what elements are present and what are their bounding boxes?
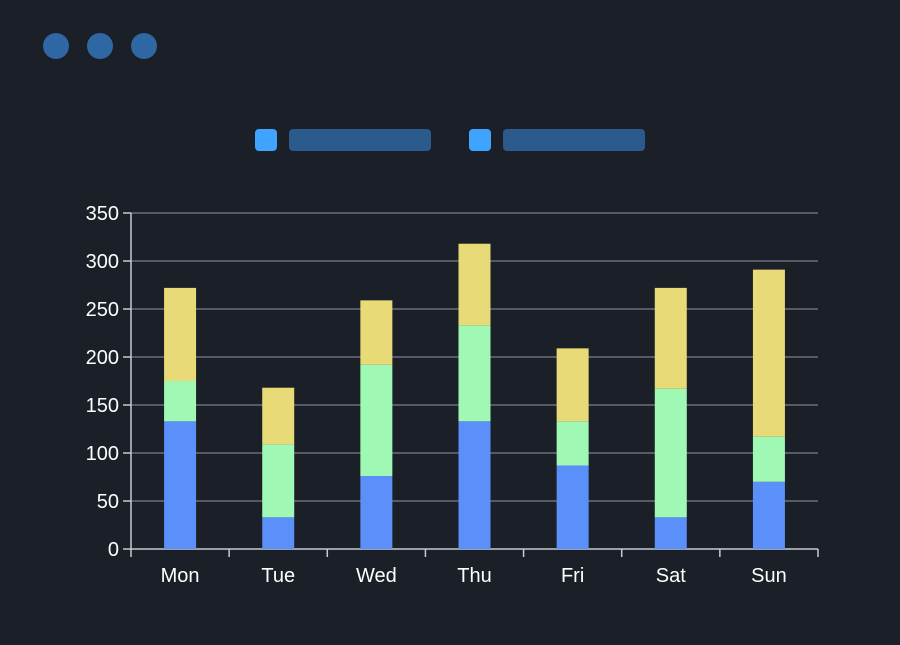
x-tick-label-mon: Mon: [161, 565, 200, 587]
bar-wed-series-2[interactable]: [360, 364, 393, 477]
bar-fri-series-3[interactable]: [556, 348, 589, 422]
bar-mon-series-2[interactable]: [164, 381, 197, 422]
bar-fri-series-2[interactable]: [556, 421, 589, 466]
bar-thu-series-1[interactable]: [458, 421, 491, 549]
bar-mon-series-1[interactable]: [164, 421, 197, 549]
window-controls: [43, 33, 157, 59]
window-dot-3[interactable]: [131, 33, 157, 59]
legend-item-2[interactable]: [469, 129, 645, 151]
y-tick-label: 150: [86, 395, 119, 417]
x-tick-label-sun: Sun: [751, 565, 787, 587]
legend-swatch-1: [255, 129, 277, 151]
legend-label-placeholder-2: [503, 129, 645, 151]
bar-tue-series-3[interactable]: [262, 387, 295, 445]
y-tick-label: 100: [86, 443, 119, 465]
x-tick-label-sat: Sat: [656, 565, 686, 587]
bar-wed-series-1[interactable]: [360, 476, 393, 549]
window-dot-2[interactable]: [87, 33, 113, 59]
bar-tue-series-1[interactable]: [262, 517, 295, 549]
bar-thu-series-2[interactable]: [458, 325, 491, 422]
bar-mon-series-3[interactable]: [164, 287, 197, 381]
bar-sun-series-1[interactable]: [752, 481, 785, 549]
window-dot-1[interactable]: [43, 33, 69, 59]
legend-swatch-2: [469, 129, 491, 151]
y-tick-label: 250: [86, 299, 119, 321]
bar-fri-series-1[interactable]: [556, 465, 589, 549]
x-tick-label-fri: Fri: [561, 565, 584, 587]
bar-sun-series-2[interactable]: [752, 436, 785, 482]
bar-sat-series-2[interactable]: [654, 388, 687, 518]
y-tick-label: 300: [86, 251, 119, 273]
y-tick-label: 350: [86, 203, 119, 225]
bar-sat-series-1[interactable]: [654, 517, 687, 549]
y-tick-label: 200: [86, 347, 119, 369]
bar-wed-series-3[interactable]: [360, 300, 393, 365]
y-tick-label: 0: [108, 539, 119, 561]
bar-thu-series-3[interactable]: [458, 243, 491, 326]
x-tick-label-wed: Wed: [356, 565, 397, 587]
bar-tue-series-2[interactable]: [262, 444, 295, 518]
x-tick-label-tue: Tue: [261, 565, 295, 587]
legend-item-1[interactable]: [255, 129, 431, 151]
chart-legend: [0, 129, 900, 151]
x-tick-label-thu: Thu: [457, 565, 491, 587]
bar-sat-series-3[interactable]: [654, 287, 687, 389]
y-tick-label: 50: [97, 491, 119, 513]
bar-sun-series-3[interactable]: [752, 269, 785, 437]
legend-label-placeholder-1: [289, 129, 431, 151]
